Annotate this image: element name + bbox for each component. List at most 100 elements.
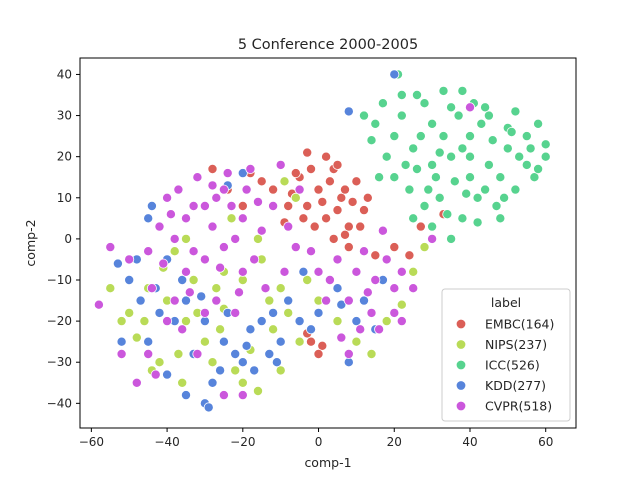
data-point — [332, 283, 343, 294]
x-tick-label: 40 — [462, 435, 477, 449]
data-point — [381, 316, 392, 327]
y-tick-label: 0 — [64, 232, 72, 246]
data-point — [355, 324, 366, 335]
data-point — [487, 135, 498, 146]
data-point — [453, 110, 464, 121]
data-point — [165, 209, 176, 220]
data-point — [404, 184, 415, 195]
data-point — [495, 172, 506, 183]
data-point — [237, 213, 248, 224]
data-point — [177, 377, 188, 388]
data-point — [351, 176, 362, 187]
data-point — [302, 147, 313, 158]
data-point — [116, 316, 127, 327]
data-point — [279, 176, 290, 187]
data-point — [237, 357, 248, 368]
data-point — [124, 274, 135, 285]
data-point — [476, 118, 487, 129]
data-point — [336, 192, 347, 203]
data-point — [529, 172, 540, 183]
plot-frame — [79, 57, 577, 429]
legend-marker — [455, 400, 467, 412]
data-point — [105, 283, 116, 294]
data-point — [180, 266, 191, 277]
data-point — [302, 200, 313, 211]
data-point — [495, 213, 506, 224]
data-point — [196, 291, 207, 302]
data-point — [203, 402, 214, 413]
data-point — [218, 390, 229, 401]
data-point — [131, 377, 142, 388]
data-point — [411, 90, 422, 101]
data-point — [396, 299, 407, 310]
data-point — [377, 225, 388, 236]
legend-item: KDD(277) — [455, 378, 546, 393]
data-point — [199, 254, 210, 265]
data-point — [275, 283, 286, 294]
data-point — [283, 221, 294, 232]
data-point — [230, 365, 241, 376]
data-point — [351, 266, 362, 277]
x-tick-label: −20 — [230, 435, 255, 449]
data-point — [199, 200, 210, 211]
data-point — [336, 299, 347, 310]
y-tick-label: −30 — [47, 355, 72, 369]
data-point — [215, 365, 226, 376]
data-point — [464, 131, 475, 142]
data-point — [427, 221, 438, 232]
y-axis-label: comp-2 — [23, 219, 38, 266]
data-point — [218, 184, 229, 195]
data-point — [218, 242, 229, 253]
data-point — [540, 139, 551, 150]
data-point — [480, 102, 491, 113]
data-point — [521, 131, 532, 142]
data-point — [358, 295, 369, 306]
data-point — [233, 287, 244, 298]
y-tick-label: −20 — [47, 314, 72, 328]
data-point — [355, 221, 366, 232]
data-point — [324, 274, 335, 285]
legend-marker — [455, 380, 467, 391]
data-point — [374, 172, 385, 183]
data-point — [408, 213, 419, 224]
data-point — [396, 266, 407, 277]
data-point — [184, 287, 195, 298]
data-point — [305, 163, 316, 174]
data-point — [362, 192, 373, 203]
x-tick-label: 0 — [315, 435, 323, 449]
data-point — [332, 254, 343, 265]
data-point — [389, 307, 400, 318]
legend-marker — [455, 318, 467, 330]
data-point — [446, 233, 457, 244]
data-point — [446, 102, 457, 113]
legend: label EMBC(164) NIPS(237) ICC(526) KDD(277)… — [441, 288, 571, 422]
data-point — [313, 266, 324, 277]
data-point — [230, 307, 241, 318]
data-point — [143, 213, 154, 224]
data-point — [514, 151, 525, 162]
data-point — [499, 192, 510, 203]
data-point — [411, 163, 422, 174]
data-point — [366, 348, 377, 359]
data-point — [370, 118, 381, 129]
data-point — [252, 233, 263, 244]
data-point — [305, 324, 316, 335]
data-point — [199, 336, 210, 347]
data-point — [510, 106, 521, 117]
data-point — [230, 233, 241, 244]
data-point — [192, 348, 203, 359]
legend-label: CVPR(518) — [485, 399, 552, 414]
legend-item: EMBC(164) — [455, 317, 554, 332]
data-point — [124, 254, 135, 265]
data-point — [283, 307, 294, 318]
data-point — [256, 316, 267, 327]
data-point — [294, 336, 305, 347]
data-point — [415, 221, 426, 232]
legend-label: EMBC(164) — [485, 317, 554, 332]
data-point — [249, 254, 260, 265]
data-point — [162, 316, 173, 327]
data-point — [389, 131, 400, 142]
x-tick-label: −60 — [79, 435, 104, 449]
data-point — [332, 159, 343, 170]
data-point — [298, 213, 309, 224]
